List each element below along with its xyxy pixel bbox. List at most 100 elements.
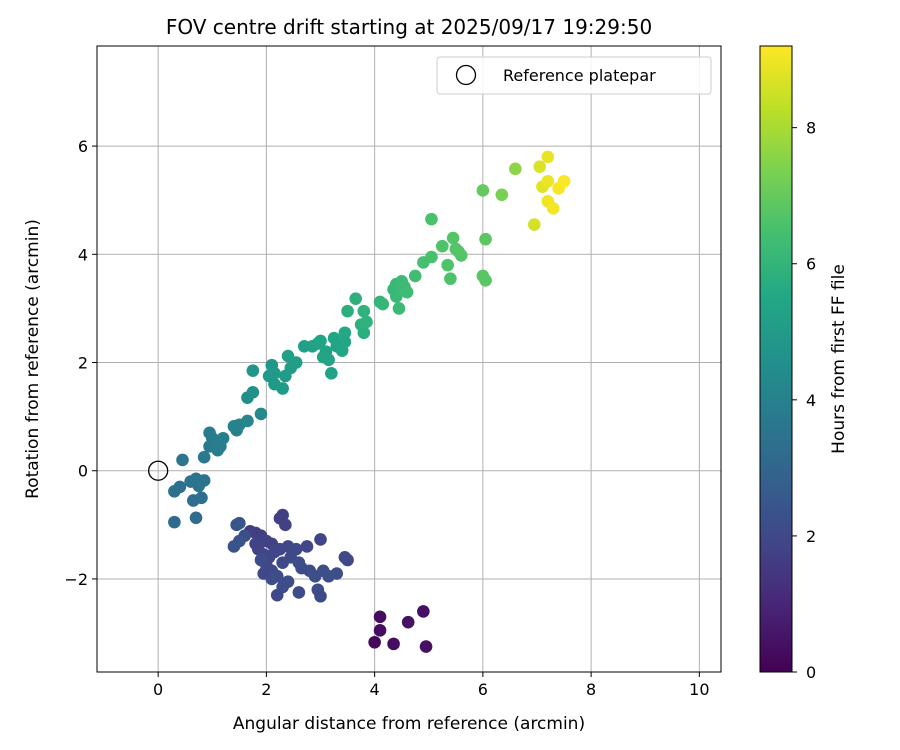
data-point bbox=[249, 537, 262, 551]
data-points bbox=[168, 150, 571, 653]
data-point bbox=[300, 540, 314, 553]
data-point bbox=[419, 640, 433, 653]
data-point bbox=[541, 174, 555, 188]
data-point bbox=[509, 162, 522, 176]
data-point bbox=[197, 450, 211, 464]
gridlines bbox=[97, 46, 721, 672]
data-point bbox=[360, 315, 373, 329]
y-tick-label: 0 bbox=[78, 462, 88, 481]
colorbar-tick-label: 0 bbox=[806, 663, 816, 682]
data-point bbox=[400, 285, 414, 299]
data-point bbox=[373, 624, 387, 637]
data-point bbox=[425, 250, 438, 264]
x-tick-label: 2 bbox=[261, 680, 271, 699]
data-point bbox=[338, 335, 352, 349]
data-point bbox=[338, 326, 352, 340]
data-point bbox=[401, 615, 415, 629]
y-tick-label: −2 bbox=[64, 570, 88, 589]
data-point bbox=[281, 575, 295, 588]
colorbar bbox=[759, 45, 793, 673]
data-point bbox=[341, 553, 354, 567]
colorbar-tick-label: 4 bbox=[806, 391, 816, 410]
data-point bbox=[233, 516, 246, 530]
data-point bbox=[341, 304, 354, 318]
data-point bbox=[441, 258, 454, 272]
data-point bbox=[479, 273, 492, 287]
data-point bbox=[233, 534, 246, 548]
data-point bbox=[276, 508, 289, 522]
data-point bbox=[373, 610, 387, 624]
y-tick-label: 2 bbox=[78, 354, 88, 373]
reference-marker bbox=[148, 460, 169, 481]
data-point bbox=[279, 518, 292, 532]
data-point bbox=[176, 453, 189, 467]
x-axis-label: Angular distance from reference (arcmin) bbox=[233, 714, 585, 734]
data-point bbox=[168, 515, 181, 529]
data-point bbox=[227, 420, 241, 433]
data-point bbox=[316, 350, 330, 364]
data-point bbox=[314, 533, 327, 546]
data-point bbox=[527, 218, 541, 231]
data-point bbox=[417, 605, 430, 618]
colorbar-tick-label: 6 bbox=[806, 255, 816, 274]
data-point bbox=[203, 426, 216, 440]
x-tick-label: 0 bbox=[153, 680, 163, 699]
data-point bbox=[292, 586, 306, 599]
legend-box bbox=[436, 56, 712, 95]
data-point bbox=[241, 414, 254, 428]
data-point bbox=[452, 245, 465, 258]
y-axis-ticks: −2 0 2 4 6 bbox=[64, 137, 97, 589]
plot-frame bbox=[96, 45, 722, 673]
y-tick-label: 6 bbox=[78, 137, 88, 156]
data-point bbox=[254, 407, 268, 421]
colorbar-tick-label: 8 bbox=[806, 119, 816, 138]
data-point bbox=[197, 474, 211, 487]
data-point bbox=[314, 589, 327, 603]
data-point bbox=[349, 292, 362, 305]
data-point bbox=[314, 334, 327, 348]
data-point bbox=[444, 272, 457, 285]
data-point bbox=[446, 231, 460, 245]
data-point bbox=[330, 567, 344, 580]
data-point bbox=[276, 382, 289, 395]
data-point bbox=[546, 202, 560, 215]
data-point bbox=[425, 212, 438, 226]
data-point bbox=[254, 553, 268, 567]
colorbar-label: Hours from first FF file bbox=[829, 264, 849, 454]
data-point bbox=[189, 511, 203, 525]
data-point bbox=[257, 567, 270, 580]
legend-label: Reference platepar bbox=[503, 66, 656, 85]
data-point bbox=[541, 150, 555, 164]
y-axis-label: Rotation from reference (arcmin) bbox=[23, 219, 43, 499]
data-point bbox=[389, 290, 403, 303]
data-point bbox=[533, 160, 546, 173]
x-axis-ticks: 0 2 4 6 8 10 bbox=[153, 672, 710, 699]
data-point bbox=[246, 364, 260, 377]
y-tick-label: 4 bbox=[78, 245, 88, 264]
data-point bbox=[268, 367, 281, 380]
data-point bbox=[216, 431, 230, 445]
data-point bbox=[368, 635, 381, 649]
data-point bbox=[376, 297, 390, 311]
data-point bbox=[479, 232, 492, 246]
data-point bbox=[392, 302, 406, 315]
colorbar-ticks: 0 2 4 6 8 bbox=[792, 119, 816, 682]
data-point bbox=[357, 304, 371, 318]
x-tick-label: 4 bbox=[370, 680, 380, 699]
data-point bbox=[408, 269, 422, 283]
data-point bbox=[195, 491, 208, 505]
data-point bbox=[387, 637, 400, 651]
data-point bbox=[495, 188, 509, 202]
data-point bbox=[435, 239, 449, 253]
data-point bbox=[476, 184, 490, 197]
colorbar-tick-label: 2 bbox=[806, 527, 816, 546]
data-point bbox=[557, 174, 571, 188]
data-point bbox=[173, 480, 187, 494]
data-point bbox=[325, 367, 338, 380]
legend: Reference platepar bbox=[436, 56, 712, 95]
chart-title: FOV centre drift starting at 2025/09/17 … bbox=[166, 15, 652, 39]
x-tick-label: 8 bbox=[586, 680, 596, 699]
x-tick-label: 10 bbox=[689, 680, 709, 699]
x-tick-label: 6 bbox=[478, 680, 488, 699]
